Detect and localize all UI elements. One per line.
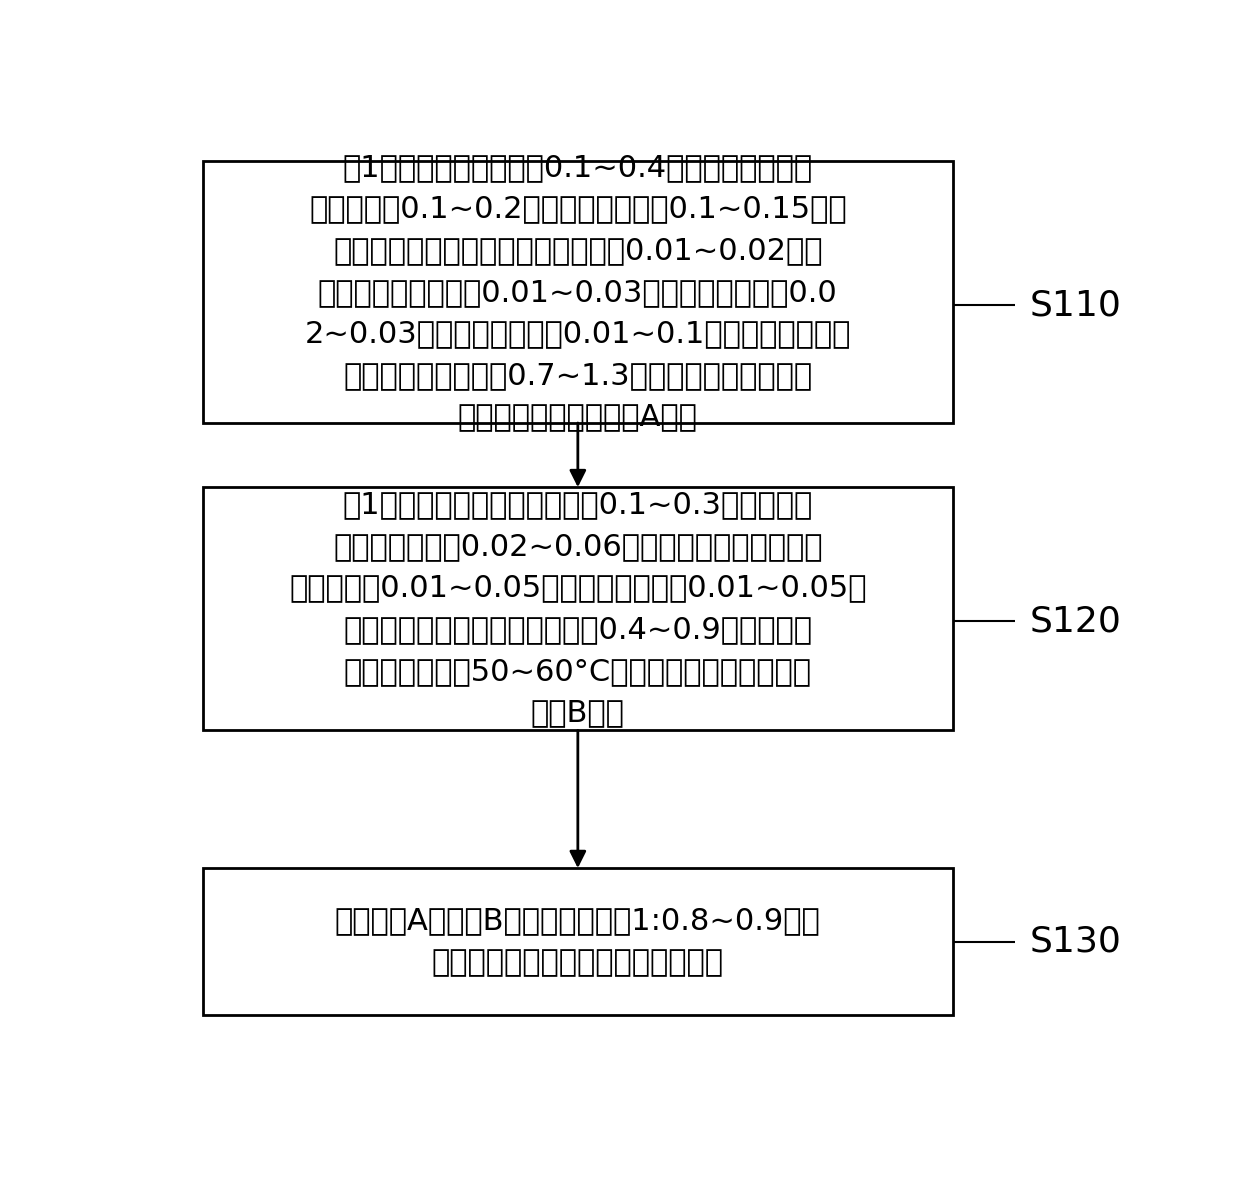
Bar: [203, 868, 952, 1016]
Text: S130: S130: [1029, 925, 1121, 958]
Text: 将1重量份的环氧树脂、0.1~0.4重量份的改性柔性
环氧树脂、0.1~0.2重量份的增韧剂、0.1~0.15重量
份的活性稀释剂混合均匀，然后加入0.01~0: 将1重量份的环氧树脂、0.1~0.4重量份的改性柔性 环氧树脂、0.1~0.2重…: [305, 153, 851, 432]
Text: S120: S120: [1029, 604, 1121, 638]
Text: S110: S110: [1029, 288, 1121, 322]
Text: 将1重量份的改性聚酰胺树脂、0.1~0.3重量份的改
性芳香胺树脂、0.02~0.06重量份的固化剂混合均匀
，然后加入0.01~0.05重量份的分散剂、0.0: 将1重量份的改性聚酰胺树脂、0.1~0.3重量份的改 性芳香胺树脂、0.02~0…: [289, 490, 867, 727]
Bar: [203, 161, 952, 423]
Text: 将得到的A组份与B组份按照重量比1:0.8~0.9混合
均匀，即得到所述无溶剂内减阻涂料: 将得到的A组份与B组份按照重量比1:0.8~0.9混合 均匀，即得到所述无溶剂内…: [335, 906, 821, 977]
Bar: [203, 488, 952, 731]
